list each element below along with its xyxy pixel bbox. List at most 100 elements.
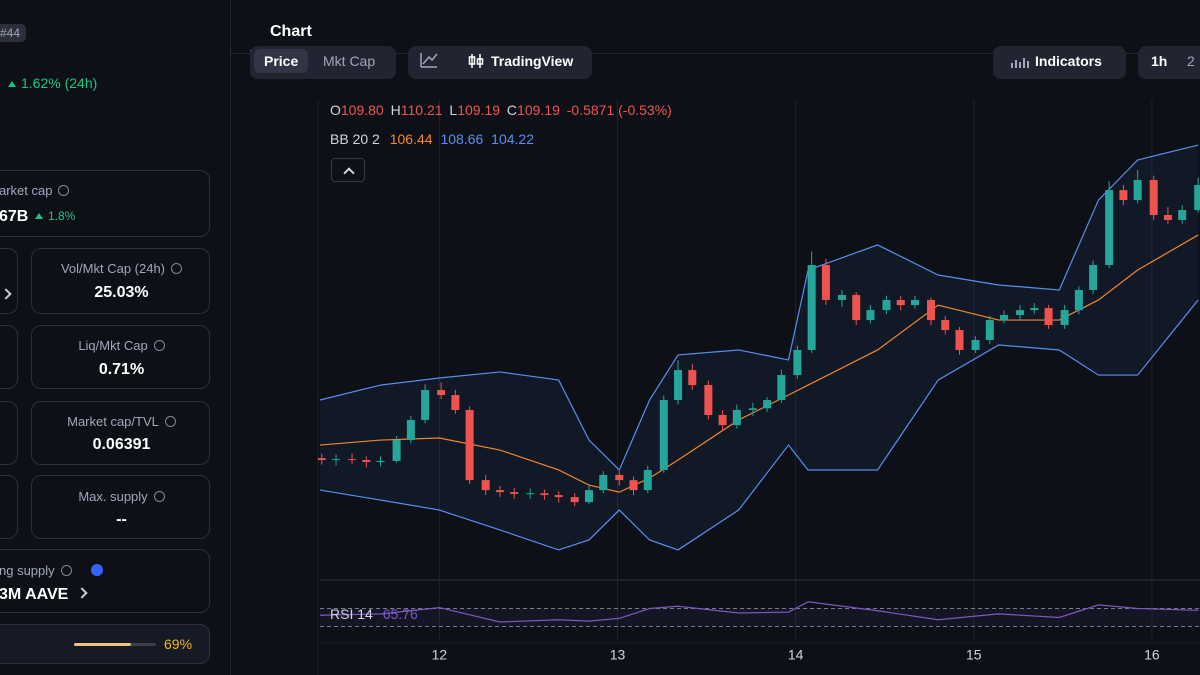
text: -0.5871 (-0.53%) — [566, 102, 672, 118]
candle-body — [540, 493, 549, 496]
tool-group: TradingView — [408, 46, 592, 79]
candle-body — [495, 490, 504, 493]
x-tick-label: 13 — [610, 647, 626, 663]
candle-body — [392, 440, 401, 461]
x-tick-label: 16 — [1144, 647, 1160, 663]
candle-body — [971, 340, 980, 350]
candle-body — [643, 469, 652, 491]
candle-body — [985, 320, 994, 340]
ohlc-legend: O109.80 H110.21 L109.19 C109.19 -0.5871 … — [330, 102, 672, 118]
candle-body — [1044, 308, 1053, 326]
candle-body — [332, 459, 341, 461]
candle-body — [777, 375, 786, 400]
text: ng supply — [0, 563, 55, 578]
candle-body — [910, 299, 919, 306]
candle-body — [882, 299, 891, 311]
label: arket cap — [0, 183, 70, 198]
stat-card[interactable] — [0, 248, 18, 314]
candle-body — [1119, 190, 1128, 201]
candle-body — [510, 492, 519, 494]
text: 109.80 — [340, 102, 384, 118]
interval-button[interactable]: 2 — [1187, 53, 1195, 69]
value: 25.03% — [94, 284, 149, 301]
candle-body — [1163, 215, 1172, 220]
rsi-band — [320, 608, 1200, 627]
bb-upper — [319, 144, 1199, 472]
toggle-group: Price Mkt Cap — [250, 46, 396, 79]
text: arket cap — [0, 183, 53, 198]
candle-body — [688, 370, 697, 386]
candle-body — [1016, 310, 1025, 316]
candle-body — [1000, 315, 1009, 321]
candle-body — [629, 480, 638, 491]
text: O — [330, 102, 341, 118]
stat-card: Market cap/TVL 0.06391 — [31, 401, 210, 465]
candle-body — [763, 400, 772, 409]
text: Vol/Mkt Cap (24h) — [60, 261, 166, 276]
text: Max. supply — [78, 489, 148, 504]
text: 109.19 — [517, 102, 560, 118]
rsi-line — [319, 601, 1199, 623]
text: 67B — [0, 208, 29, 225]
stat-card — [0, 325, 18, 389]
value: 0.71% — [98, 361, 145, 378]
candle-body — [1074, 289, 1083, 311]
text: 106.44 — [389, 131, 433, 147]
candle-body — [748, 408, 757, 410]
text: 65.76 — [382, 606, 418, 622]
rank-badge: #44 — [0, 24, 27, 42]
candle-body — [451, 395, 460, 410]
progress-card: 69% — [0, 624, 210, 664]
text: 1.8% — [48, 209, 76, 223]
line-icon[interactable] — [420, 52, 438, 68]
candle-icon — [468, 54, 484, 68]
divider — [230, 0, 231, 675]
bb-lower — [319, 299, 1199, 551]
progress-label: 69% — [164, 636, 193, 652]
candle-body — [584, 490, 593, 503]
x-tick-label: 12 — [432, 647, 448, 663]
tab[interactable]: Chart — [270, 23, 312, 40]
text: H — [390, 102, 401, 118]
tradingview-button[interactable]: TradingView — [491, 53, 574, 69]
text: 110.21 — [400, 102, 443, 118]
candle-body — [1133, 179, 1142, 201]
market-cap-card[interactable]: arket cap 67B 1.8% — [0, 170, 210, 237]
candle-body — [465, 409, 474, 481]
candle-body — [674, 370, 683, 400]
stat-card — [0, 475, 18, 539]
candle-body — [852, 294, 861, 321]
candle-body — [704, 385, 713, 415]
candle-body — [1060, 310, 1069, 326]
candle-body — [837, 294, 846, 300]
value: -- — [116, 511, 127, 528]
text: 104.22 — [491, 131, 534, 147]
text: L — [449, 102, 458, 118]
text: 108.66 — [440, 131, 484, 147]
candle-body — [732, 409, 741, 426]
supply-card[interactable]: ng supply 3M AAVE — [0, 549, 210, 613]
candle-body — [1194, 184, 1200, 211]
candle-body — [615, 474, 624, 481]
candle-body — [793, 349, 802, 376]
price-button[interactable]: Price — [264, 53, 299, 69]
change: 1.8% — [35, 209, 75, 223]
candle-body — [1178, 210, 1187, 220]
candle-body — [955, 330, 964, 350]
candle-body — [406, 419, 415, 441]
stat-card: Max. supply -- — [31, 475, 210, 539]
progress-track — [74, 643, 156, 646]
candle-body — [718, 414, 727, 426]
value: 67B — [0, 208, 28, 226]
candle-body — [866, 310, 875, 321]
mkt-cap-button[interactable]: Mkt Cap — [323, 53, 376, 69]
candle-body — [481, 480, 490, 491]
collapse-button[interactable] — [331, 158, 365, 182]
stat-card — [0, 401, 18, 465]
x-tick-label: 14 — [788, 647, 804, 663]
header-border — [231, 53, 1200, 54]
stat-card: Liq/Mkt Cap 0.71% — [31, 325, 210, 389]
candle-body — [927, 299, 936, 321]
interval-button[interactable]: 1h — [1151, 53, 1168, 69]
indicators-button[interactable]: Indicators — [1035, 53, 1102, 69]
